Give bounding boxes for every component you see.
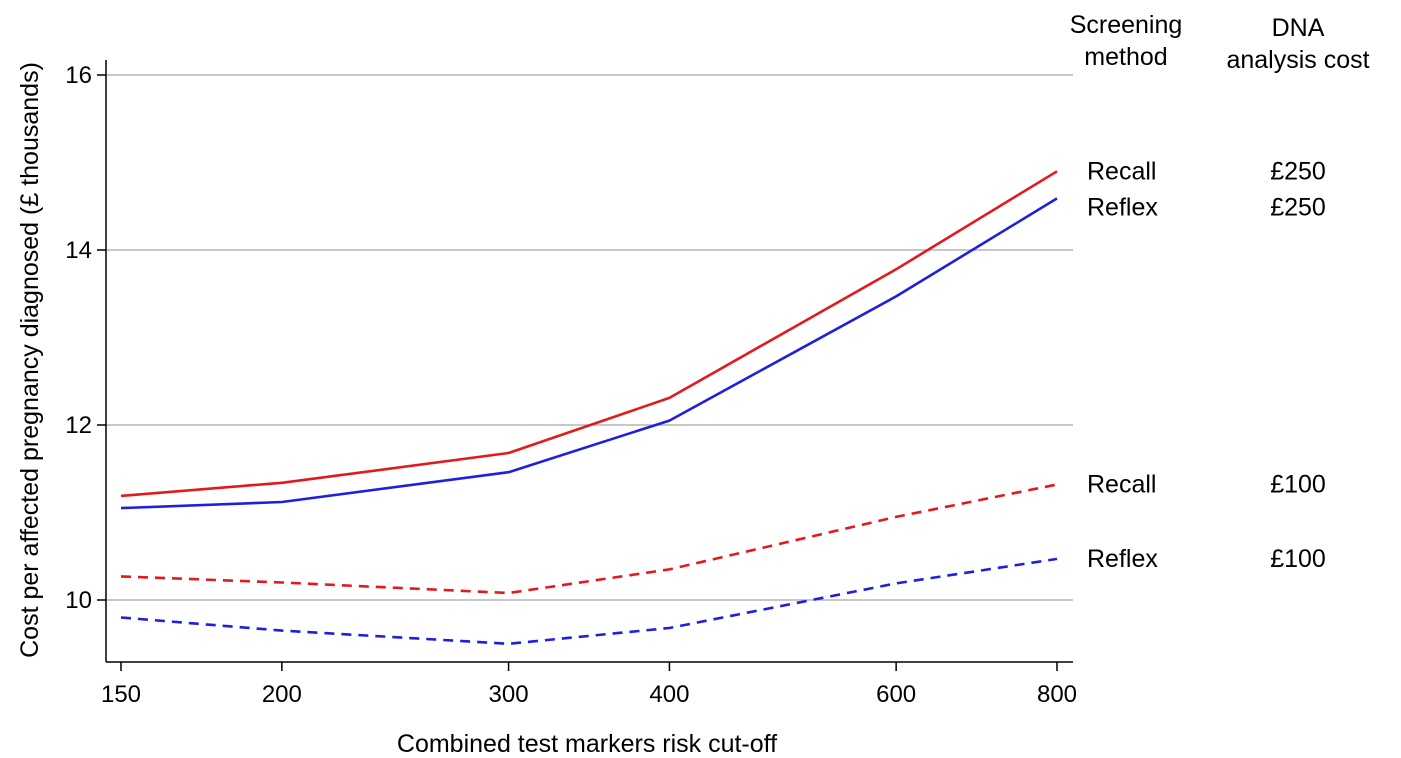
x-axis-label: Combined test markers risk cut-off: [397, 730, 777, 758]
legend-header-dna-analysis-cost: DNA: [1272, 14, 1325, 42]
y-tick-label: 10: [65, 587, 92, 614]
series-lines: [120, 170, 1058, 646]
x-tick-label: 200: [262, 681, 302, 708]
x-tick-label: 800: [1037, 681, 1077, 708]
series-line-recall-250: [120, 170, 1058, 498]
x-tick-label: 400: [649, 681, 689, 708]
x-tick-label: 150: [101, 681, 141, 708]
legend-method-label: Reflex: [1087, 545, 1158, 573]
legend-cost-label: £250: [1270, 193, 1326, 221]
legend-method-label: Recall: [1087, 471, 1156, 499]
x-tick-label: 300: [489, 681, 529, 708]
legend-header-dna-analysis-cost: analysis cost: [1226, 46, 1369, 74]
series-line-recall-100: [120, 483, 1058, 595]
y-axis-label: Cost per affected pregnancy diagnosed (£…: [16, 62, 44, 658]
series-line-reflex-250: [120, 197, 1058, 510]
legend-cost-label: £100: [1270, 471, 1326, 499]
legend-cost-label: £250: [1270, 157, 1326, 185]
y-tick-label: 16: [65, 62, 92, 89]
y-tick-label: 14: [65, 237, 92, 264]
legend-header-screening-method: method: [1084, 43, 1167, 71]
y-tick-label: 12: [65, 412, 92, 439]
legend-cost-label: £100: [1270, 545, 1326, 573]
legend-method-label: Reflex: [1087, 193, 1158, 221]
legend-header-screening-method: Screening: [1070, 11, 1183, 39]
x-tick-label: 600: [876, 681, 916, 708]
legend-method-label: Recall: [1087, 157, 1156, 185]
series-line-reflex-100: [120, 557, 1058, 646]
axes: 10 12 14 16 150 200 300 400 600 800: [65, 60, 1077, 708]
grid-lines: [106, 74, 1073, 601]
legend: Screening method DNA analysis cost Recall £25…: [1070, 11, 1370, 573]
